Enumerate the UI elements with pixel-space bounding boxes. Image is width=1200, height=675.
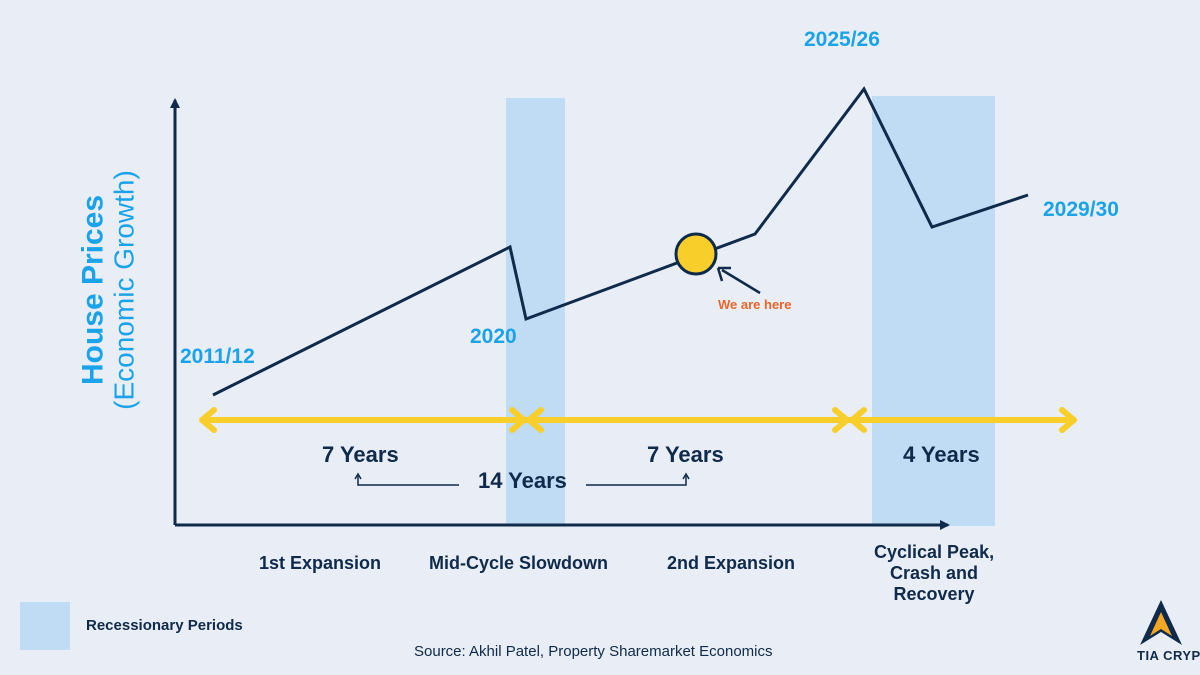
duration-first: 7 Years [322,442,399,467]
label-2029-30: 2029/30 [1043,198,1119,221]
duration-second: 7 Years [647,442,724,467]
source-note: Source: Akhil Patel, Property Sharemarke… [414,643,773,660]
label-2011-12: 2011/12 [180,345,255,368]
y-axis-title: House Prices (Economic Growth) [76,170,140,410]
phase-second-expansion: 2nd Expansion [667,553,796,573]
we-are-here-arrowhead [716,266,731,282]
phase-first-expansion: 1st Expansion [259,553,382,573]
phase-four-line2: Crash and [889,563,979,583]
phase-peak-crash-recovery: Cyclical Peak, Crash and Recovery [874,542,994,605]
duration-total: 14 Years [478,468,567,493]
tia-crypto-logo [1140,600,1182,645]
recession-band-2020 [506,98,565,526]
phase-four-line1: Cyclical Peak, [874,542,995,562]
phase-mid-cycle-slowdown: Mid-Cycle Slowdown [429,553,609,573]
y-axis-main-label: House Prices [76,194,110,386]
duration-arrows [199,407,1077,433]
price-cycle-line [212,86,1029,397]
we-are-here-arrow [721,268,761,295]
legend-label: Recessionary Periods [86,617,243,634]
y-axis-sub-label: (Economic Growth) [108,170,140,410]
phase-four-line3: Recovery [893,584,975,604]
current-position-marker [674,232,718,276]
label-2020: 2020 [470,325,517,348]
we-are-here-label: We are here [718,297,792,312]
legend-swatch [20,602,70,650]
recession-band-2026 [872,96,995,526]
label-2025-26: 2025/26 [804,28,880,51]
duration-third: 4 Years [903,442,980,467]
fourteen-years-bracket [354,472,690,486]
logo-text: TIA CRYPTO [1137,648,1200,663]
